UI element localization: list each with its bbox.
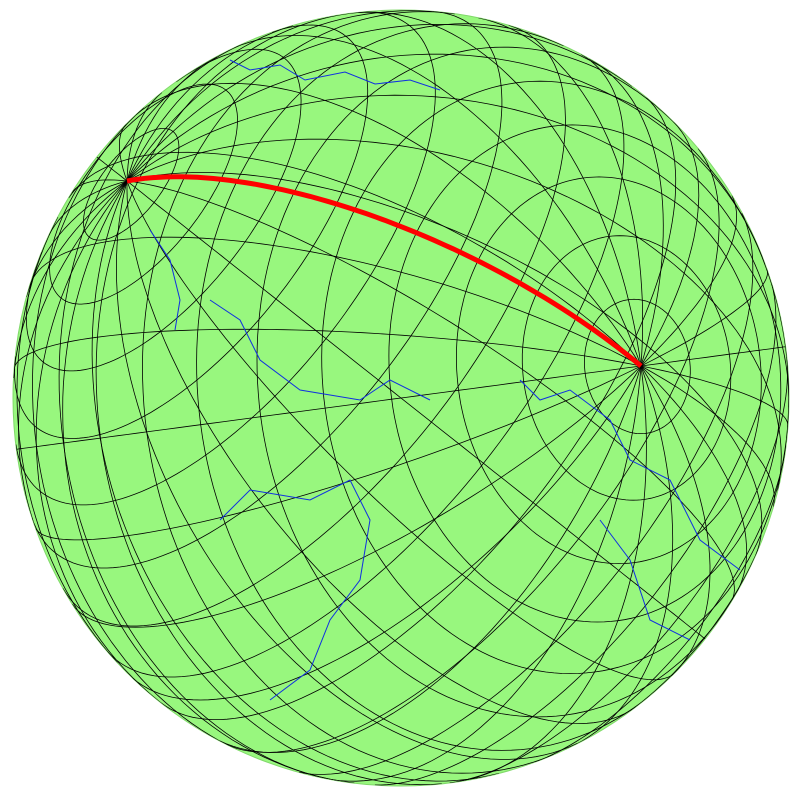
- map: [0, 0, 792, 798]
